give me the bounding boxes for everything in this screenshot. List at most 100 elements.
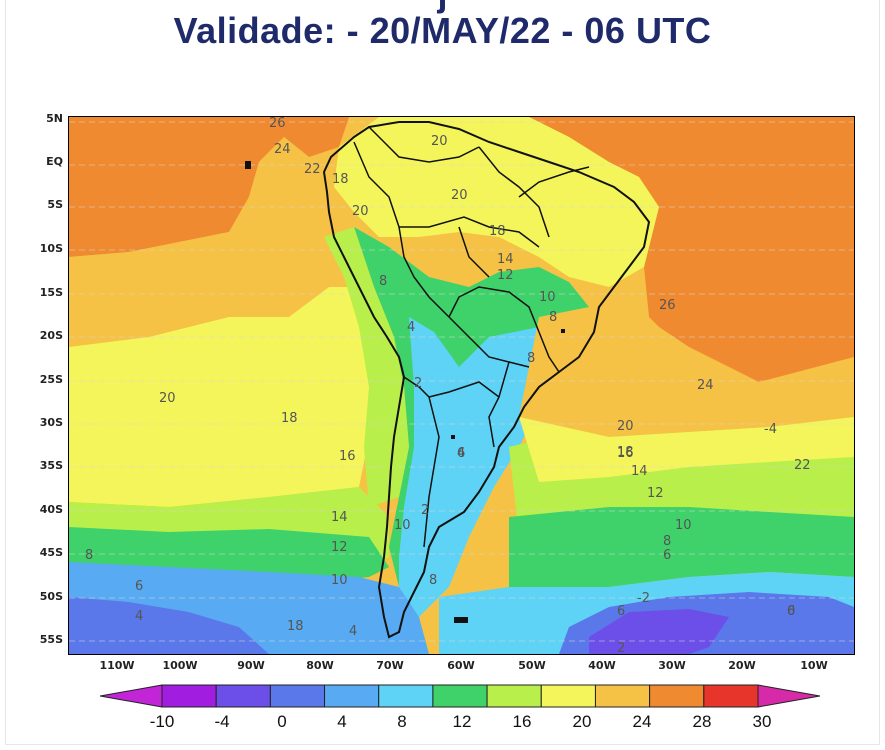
lon-label: 100W (162, 659, 198, 672)
colorbar-cell (378, 684, 434, 708)
contour-label: 20 (431, 134, 448, 149)
band-lightgreen-ring (324, 227, 409, 507)
colorbar-cells (161, 684, 759, 708)
contour-label: 8 (549, 310, 557, 325)
contour-label: 18 (489, 224, 506, 239)
band-yellow-atl (519, 307, 854, 437)
band-orange-nw (69, 117, 284, 257)
contour-label: 14 (331, 510, 348, 525)
colorbar-cell (703, 684, 759, 708)
band-cyan-west (69, 572, 409, 654)
contour-label: 12 (497, 268, 514, 283)
contour-label: 12 (647, 486, 664, 501)
contour-label: 8 (527, 351, 535, 366)
colorbar-cell (486, 684, 542, 708)
temperature-map: 26 24 22 18 20 20 20 18 14 12 10 8 8 4 2… (68, 116, 855, 655)
contour-label: 6 (787, 604, 795, 619)
colorbar-tick: -4 (214, 712, 230, 731)
lat-label: 35S (39, 459, 63, 472)
lon-label: 20W (728, 659, 756, 672)
colorbar-cell (649, 684, 705, 708)
contour-label: 8 (429, 573, 437, 588)
contour-label: 0 (787, 604, 795, 619)
contour-label: 20 (617, 419, 634, 434)
contour-label: 4 (135, 609, 143, 624)
colorbar-tick: 30 (752, 712, 772, 731)
lon-label: 60W (447, 659, 475, 672)
colorbar-tick: 0 (277, 712, 287, 731)
colorbar-tick: 8 (397, 712, 407, 731)
contour-label: 6 (617, 604, 625, 619)
lon-label: 110W (99, 659, 135, 672)
contour-label: 26 (659, 298, 676, 313)
lon-label: 10W (800, 659, 828, 672)
lat-label: 55S (39, 633, 63, 646)
band-lightyellow (69, 287, 379, 507)
band-green-atl2 (509, 507, 854, 587)
lon-label: 80W (306, 659, 334, 672)
colorbar-cell (594, 684, 651, 708)
contour-label: 14 (631, 464, 648, 479)
lat-label: EQ (46, 155, 63, 168)
contour-label: 10 (675, 518, 692, 533)
colorbar-high-end (757, 684, 820, 708)
colorbar-cell (215, 684, 271, 708)
contour-label: 16 (617, 446, 634, 461)
contour-label: 26 (269, 117, 286, 131)
country-borders (353, 126, 590, 548)
contour-label: 6 (663, 548, 671, 563)
contour-label: 20 (352, 204, 369, 219)
colorbar-cell (161, 684, 217, 708)
lon-label: 50W (518, 659, 546, 672)
colorbar-tick: 12 (452, 712, 472, 731)
lat-label: 50S (39, 590, 63, 603)
contour-label: 10 (394, 518, 411, 533)
colorbar (100, 684, 820, 708)
contour-label: 6 (457, 446, 465, 461)
lat-label: 30S (39, 416, 63, 429)
contour-label: 8 (663, 534, 671, 549)
contour-label: 8 (85, 548, 93, 563)
lat-label: 45S (39, 546, 63, 559)
colorbar-cell (432, 684, 488, 708)
lat-label: 5N (46, 112, 63, 125)
contour-label: 18 (287, 619, 304, 634)
lon-label: 40W (588, 659, 616, 672)
colorbar-tick: 16 (512, 712, 532, 731)
contour-label: 18 (281, 411, 298, 426)
band-ly-atl (519, 417, 854, 482)
lon-label: 30W (658, 659, 686, 672)
contour-label: 20 (451, 188, 468, 203)
band-orange-east (529, 117, 854, 382)
lat-label: 10S (39, 242, 63, 255)
lon-label: 70W (376, 659, 404, 672)
lon-label: 90W (237, 659, 265, 672)
islands (245, 161, 565, 623)
contour-label: -4 (764, 422, 777, 437)
contour-label: 22 (794, 458, 811, 473)
band-orange-north (269, 117, 349, 157)
lat-label: 15S (39, 286, 63, 299)
colorbar-cell (269, 684, 326, 708)
contour-label: 2 (421, 503, 429, 518)
lat-label: 5S (47, 198, 63, 211)
contour-label: 14 (497, 252, 514, 267)
contour-label: 4 (457, 446, 465, 461)
colorbar-tick: 24 (632, 712, 652, 731)
contour-label: 8 (379, 274, 387, 289)
colorbar-cell (324, 684, 380, 708)
colorbar-tick: 4 (337, 712, 347, 731)
colorbar-tick: 28 (692, 712, 712, 731)
contour-labels: 26 24 22 18 20 20 20 18 14 12 10 8 8 4 2… (85, 117, 811, 654)
contour-label: 2 (617, 641, 625, 654)
contour-label: 22 (304, 162, 321, 177)
band-purple (589, 609, 729, 654)
lat-label: 20S (39, 329, 63, 342)
contour-label: 4 (407, 320, 415, 335)
colorbar-cell (540, 684, 596, 708)
contour-label: 18 (332, 172, 349, 187)
colorbar-tick: 20 (572, 712, 592, 731)
colorbar-low-end (100, 684, 163, 708)
contour-label: 4 (349, 624, 357, 639)
lat-label: 25S (39, 373, 63, 386)
